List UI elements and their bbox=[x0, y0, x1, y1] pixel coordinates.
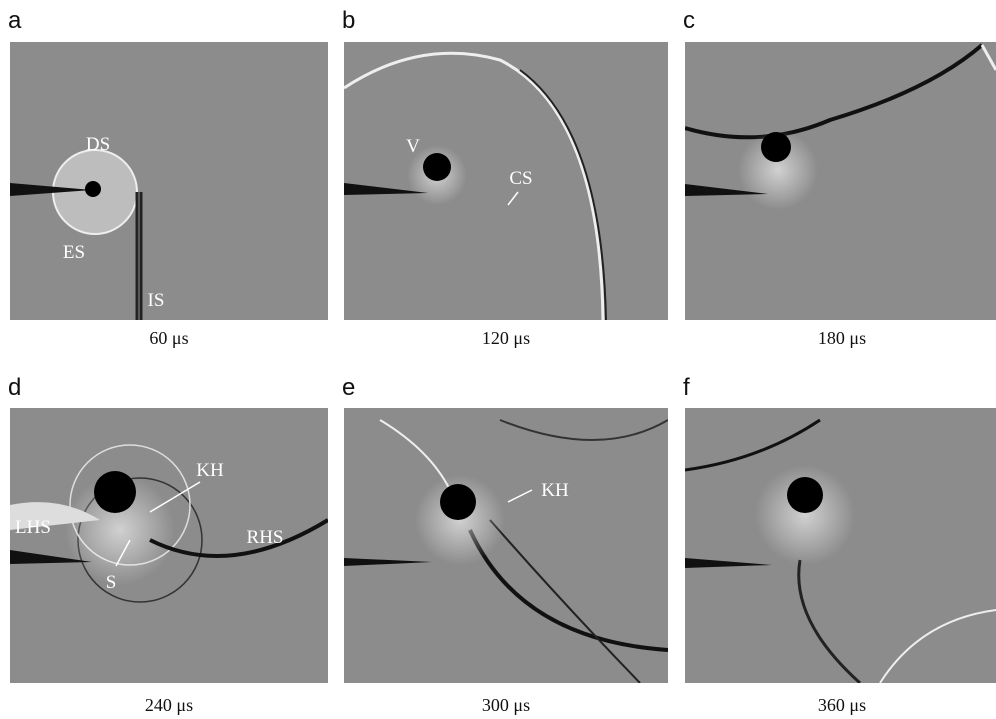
caption: 300 μs bbox=[482, 695, 530, 715]
annotation: IS bbox=[148, 290, 165, 311]
panel-letter: b bbox=[342, 7, 355, 34]
image bbox=[10, 42, 328, 320]
annotation: KH bbox=[196, 460, 224, 481]
panel-e: e KH 300 μs bbox=[342, 374, 668, 715]
panel-letter: d bbox=[8, 374, 21, 401]
panel-letter: a bbox=[8, 7, 22, 34]
annotation: CS bbox=[509, 168, 532, 189]
panel-letter: f bbox=[683, 374, 690, 401]
caption: 240 μs bbox=[145, 695, 193, 715]
panel-f: f 360 μs bbox=[683, 374, 996, 715]
image bbox=[685, 42, 996, 320]
annotation: LHS bbox=[15, 517, 51, 538]
annotation: ES bbox=[63, 242, 85, 263]
panel-c: c 180 μs bbox=[683, 7, 996, 348]
panel-b: b V CS 120 μs bbox=[342, 7, 668, 348]
caption: 360 μs bbox=[818, 695, 866, 715]
panel-letter: e bbox=[342, 374, 355, 401]
panel-d: d KH LHS RHS S 240 μs bbox=[8, 374, 328, 715]
leader-line bbox=[115, 539, 131, 567]
caption: 120 μs bbox=[482, 328, 530, 348]
caption: 60 μs bbox=[149, 328, 188, 348]
annotation: V bbox=[406, 136, 420, 157]
image bbox=[10, 408, 328, 683]
panel-a: a DS ES IS 60 μs bbox=[8, 7, 328, 348]
image bbox=[344, 408, 668, 683]
annotation: S bbox=[106, 572, 117, 593]
caption: 180 μs bbox=[818, 328, 866, 348]
image bbox=[685, 408, 996, 683]
annotation: RHS bbox=[247, 527, 284, 548]
annotation: KH bbox=[541, 480, 569, 501]
leader-line bbox=[507, 489, 533, 503]
image bbox=[344, 42, 668, 320]
annotation: DS bbox=[86, 134, 110, 155]
panel-letter: c bbox=[683, 7, 695, 34]
leader-line bbox=[149, 481, 201, 513]
leader-line bbox=[507, 191, 519, 206]
